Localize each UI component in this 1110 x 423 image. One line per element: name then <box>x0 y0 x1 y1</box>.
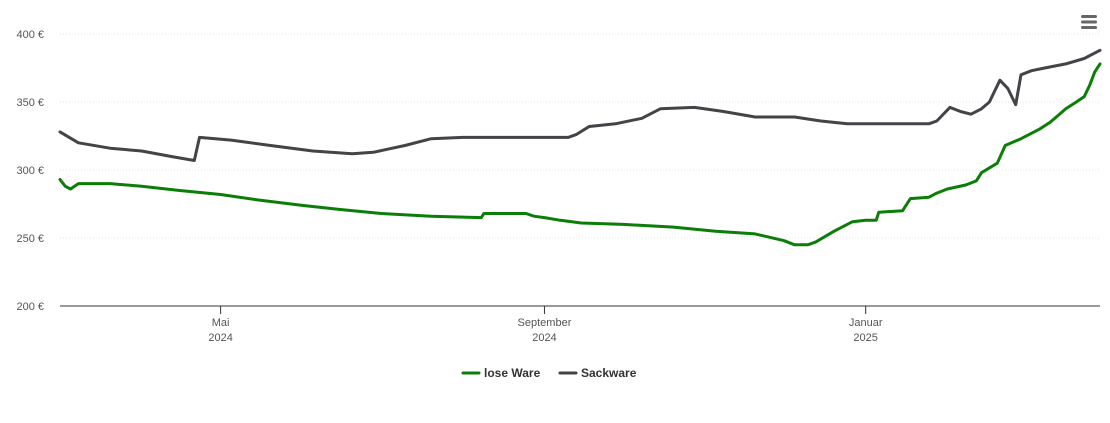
y-tick-label: 350 € <box>16 97 44 109</box>
legend-item-1[interactable]: Sackware <box>558 366 637 380</box>
hamburger-menu-icon <box>1081 15 1097 29</box>
legend-item-0[interactable]: lose Ware <box>461 366 541 380</box>
series-lines <box>58 48 1102 247</box>
x-tick-year: 2025 <box>853 332 877 344</box>
y-tick-label: 300 € <box>16 165 44 177</box>
series-line-0 <box>58 62 1102 247</box>
x-tick-label: September <box>518 317 572 329</box>
legend-label: Sackware <box>581 366 637 380</box>
y-tick-label: 200 € <box>16 301 44 313</box>
x-tick-label: Mai <box>212 317 230 329</box>
series-line-1 <box>58 48 1102 162</box>
x-axis: Mai 2024 September 2024 Januar 2025 <box>208 306 883 344</box>
legend-label: lose Ware <box>484 366 541 380</box>
y-tick-label: 250 € <box>16 233 44 245</box>
chart-menu-button[interactable] <box>1080 15 1098 29</box>
x-tick-year: 2024 <box>208 332 232 344</box>
y-axis: 400 € 350 € 300 € 250 € 200 € <box>16 29 44 313</box>
x-tick-label: Januar <box>849 317 883 329</box>
grid-lines <box>60 33 1100 239</box>
y-tick-label: 400 € <box>16 29 44 41</box>
x-tick-year: 2024 <box>532 332 556 344</box>
legend: lose Ware Sackware <box>461 366 637 380</box>
